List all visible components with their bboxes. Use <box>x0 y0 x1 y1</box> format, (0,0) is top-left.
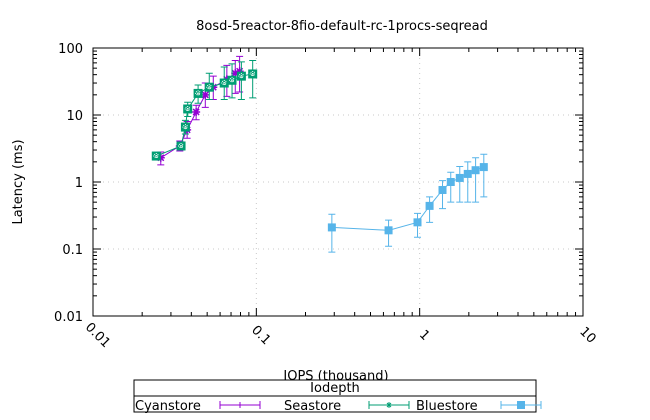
data-point-star <box>221 80 228 87</box>
data-point-star <box>249 70 256 77</box>
error-bar <box>480 153 488 198</box>
error-bar <box>237 61 245 101</box>
y-tick-label: 100 <box>58 42 83 57</box>
data-point <box>231 69 240 78</box>
data-point-star <box>206 84 213 91</box>
series-line <box>156 73 253 157</box>
error-bar <box>447 171 455 203</box>
data-point-star <box>229 77 236 84</box>
plot-frame <box>92 47 584 317</box>
data-point <box>384 226 393 235</box>
data-point-star <box>153 153 160 160</box>
legend-marker <box>386 402 392 408</box>
y-tick-label: 0.1 <box>62 243 83 258</box>
data-point <box>446 178 455 186</box>
data-point-star <box>195 90 202 97</box>
data-point <box>471 166 480 175</box>
data-point <box>413 218 422 227</box>
error-bar <box>439 180 447 210</box>
data-point <box>479 163 488 172</box>
y-tick-label: 10 <box>66 109 83 124</box>
x-tick-label: 0.01 <box>82 320 113 351</box>
error-bar <box>328 213 336 253</box>
legend-label: Cyanstore <box>135 399 201 414</box>
x-tick-label: 0.1 <box>248 323 273 348</box>
data-point <box>455 173 464 182</box>
x-tick-label: 10 <box>576 324 598 346</box>
error-bar <box>456 166 464 203</box>
series-seastore <box>151 60 258 161</box>
legend-marker <box>517 401 525 409</box>
data-point <box>156 153 165 162</box>
data-point-star <box>182 124 189 131</box>
y-tick-label: 1 <box>75 176 83 191</box>
legend-title: Iodepth <box>310 381 360 396</box>
legend-label: Bluestore <box>416 399 478 414</box>
y-tick-label: 0.01 <box>54 310 83 325</box>
data-point <box>235 67 244 76</box>
data-point <box>201 90 210 99</box>
series-bluestore <box>327 153 488 253</box>
error-bar <box>472 157 480 203</box>
legend-label: Seastore <box>284 399 341 414</box>
data-point <box>425 201 434 210</box>
data-point <box>327 223 336 232</box>
data-point-star <box>238 73 245 80</box>
data-point <box>438 185 447 194</box>
data-point-star <box>184 105 191 112</box>
data-point <box>192 107 201 116</box>
series-cyanstore <box>156 55 244 166</box>
chart-title: 8osd-5reactor-8fio-default-rc-1procs-seq… <box>196 19 488 34</box>
data-point-star <box>178 142 185 149</box>
y-axis-label: Latency (ms) <box>11 139 26 224</box>
error-bar <box>249 60 257 99</box>
x-tick-label: 1 <box>416 327 432 343</box>
error-bar <box>464 161 472 203</box>
data-point <box>463 169 472 178</box>
